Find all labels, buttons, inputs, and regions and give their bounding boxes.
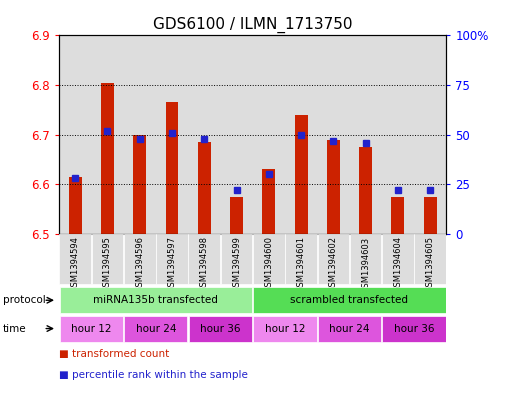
FancyBboxPatch shape (285, 234, 317, 285)
Text: GSM1394598: GSM1394598 (200, 236, 209, 292)
Bar (414, 35, 446, 234)
Bar (133, 135, 146, 234)
Title: GDS6100 / ILMN_1713750: GDS6100 / ILMN_1713750 (153, 17, 352, 33)
Bar (166, 102, 179, 234)
Text: GSM1394596: GSM1394596 (135, 236, 144, 292)
Bar (230, 196, 243, 234)
Text: hour 36: hour 36 (200, 323, 241, 334)
Bar (382, 35, 414, 234)
FancyBboxPatch shape (92, 234, 123, 285)
Bar (317, 35, 349, 234)
Text: GSM1394603: GSM1394603 (361, 236, 370, 292)
Text: ■ percentile rank within the sample: ■ percentile rank within the sample (59, 370, 248, 380)
FancyBboxPatch shape (382, 316, 446, 342)
Bar (424, 196, 437, 234)
Bar (327, 140, 340, 234)
Bar (124, 35, 156, 234)
FancyBboxPatch shape (350, 234, 382, 285)
Text: GSM1394599: GSM1394599 (232, 236, 241, 292)
Text: hour 12: hour 12 (71, 323, 111, 334)
Bar (69, 177, 82, 234)
Bar (156, 35, 188, 234)
Text: scrambled transfected: scrambled transfected (290, 295, 408, 305)
Bar (294, 115, 307, 234)
Bar (262, 169, 275, 234)
FancyBboxPatch shape (253, 234, 285, 285)
Text: GSM1394604: GSM1394604 (393, 236, 402, 292)
FancyBboxPatch shape (156, 234, 188, 285)
Text: hour 24: hour 24 (329, 323, 370, 334)
FancyBboxPatch shape (253, 287, 446, 313)
Text: GSM1394594: GSM1394594 (71, 236, 80, 292)
Bar (198, 142, 211, 234)
Bar (221, 35, 252, 234)
Text: GSM1394605: GSM1394605 (426, 236, 435, 292)
Text: ■ transformed count: ■ transformed count (59, 349, 169, 360)
Text: GSM1394601: GSM1394601 (297, 236, 306, 292)
Text: hour 12: hour 12 (265, 323, 305, 334)
Text: GSM1394595: GSM1394595 (103, 236, 112, 292)
Bar (59, 35, 91, 234)
FancyBboxPatch shape (382, 234, 413, 285)
Text: GSM1394597: GSM1394597 (167, 236, 176, 292)
FancyBboxPatch shape (124, 234, 155, 285)
Bar (252, 35, 285, 234)
FancyBboxPatch shape (124, 316, 187, 342)
Text: protocol: protocol (3, 295, 45, 305)
FancyBboxPatch shape (60, 316, 123, 342)
Bar (91, 35, 124, 234)
FancyBboxPatch shape (189, 316, 252, 342)
Text: time: time (3, 323, 26, 334)
Text: miRNA135b transfected: miRNA135b transfected (93, 295, 218, 305)
Bar (359, 147, 372, 234)
FancyBboxPatch shape (415, 234, 446, 285)
FancyBboxPatch shape (318, 234, 349, 285)
Text: hour 24: hour 24 (135, 323, 176, 334)
Bar (391, 196, 404, 234)
Bar (349, 35, 382, 234)
Bar (101, 83, 114, 234)
FancyBboxPatch shape (60, 287, 252, 313)
FancyBboxPatch shape (318, 316, 381, 342)
FancyBboxPatch shape (188, 234, 220, 285)
Bar (285, 35, 317, 234)
Text: hour 36: hour 36 (394, 323, 435, 334)
Text: GSM1394600: GSM1394600 (264, 236, 273, 292)
Text: GSM1394602: GSM1394602 (329, 236, 338, 292)
FancyBboxPatch shape (221, 234, 252, 285)
FancyBboxPatch shape (60, 234, 91, 285)
FancyBboxPatch shape (253, 316, 317, 342)
Bar (188, 35, 221, 234)
